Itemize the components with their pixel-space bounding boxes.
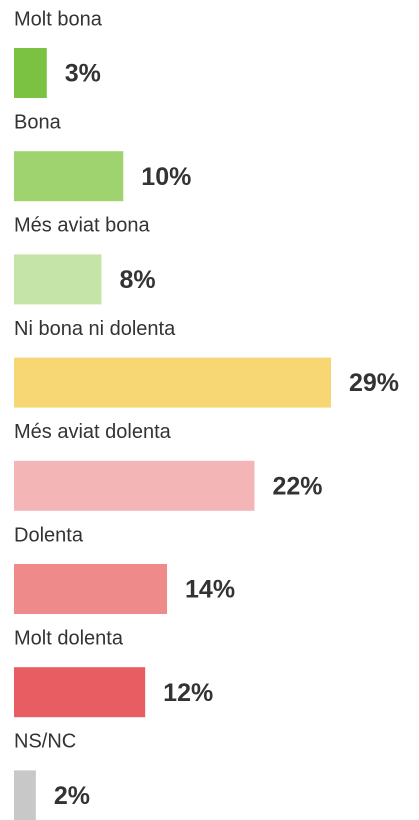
category-label: NS/NC xyxy=(14,731,76,753)
value-label: 12% xyxy=(163,679,213,707)
value-label: 3% xyxy=(65,60,101,88)
category-label: Dolenta xyxy=(14,524,84,546)
bar xyxy=(14,770,36,820)
category-label: Bona xyxy=(14,111,62,133)
category-label: Molt bona xyxy=(14,8,103,30)
category-label: Ni bona ni dolenta xyxy=(14,318,176,340)
bar xyxy=(14,357,331,408)
bar xyxy=(14,460,255,511)
bar xyxy=(14,254,102,305)
bar xyxy=(14,151,124,202)
category-label: Més aviat dolenta xyxy=(14,421,172,443)
bar xyxy=(14,48,47,98)
value-label: 29% xyxy=(349,369,399,397)
bar xyxy=(14,564,168,614)
value-label: 10% xyxy=(141,163,191,191)
value-label: 22% xyxy=(272,472,322,500)
bar xyxy=(14,667,146,718)
value-label: 14% xyxy=(185,576,235,604)
category-label: Més aviat bona xyxy=(14,215,151,237)
category-label: Molt dolenta xyxy=(14,627,124,649)
value-label: 2% xyxy=(54,782,90,810)
value-label: 8% xyxy=(119,266,155,294)
